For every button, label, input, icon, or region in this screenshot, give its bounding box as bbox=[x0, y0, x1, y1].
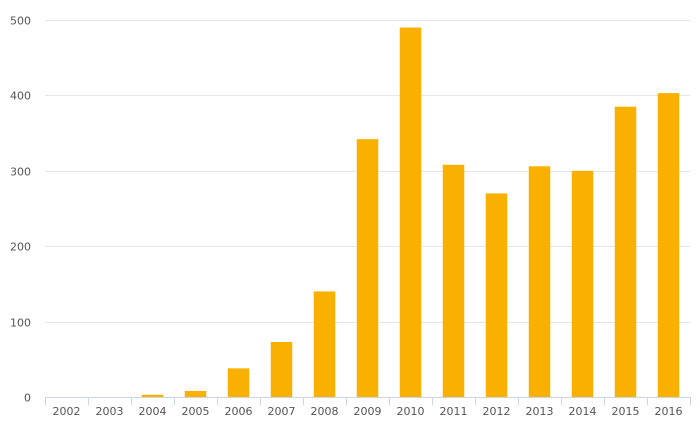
bar-2015[interactable] bbox=[614, 106, 637, 398]
y-axis-labels: 0 100 200 300 400 500 bbox=[10, 15, 31, 405]
x-tick-label: 2013 bbox=[526, 405, 554, 418]
bar-2005[interactable] bbox=[184, 390, 207, 397]
x-tick-label: 2016 bbox=[655, 405, 683, 418]
x-tick-label: 2009 bbox=[354, 405, 382, 418]
x-tick-label: 2002 bbox=[53, 405, 81, 418]
x-tick-label: 2005 bbox=[182, 405, 210, 418]
y-tick-label: 100 bbox=[10, 317, 31, 330]
x-tick-label: 2003 bbox=[96, 405, 124, 418]
bar-2016[interactable] bbox=[657, 93, 680, 397]
bar-2008[interactable] bbox=[313, 291, 336, 397]
bar-2007[interactable] bbox=[270, 341, 293, 397]
x-tick-label: 2010 bbox=[397, 405, 425, 418]
bar-2004[interactable] bbox=[141, 394, 164, 397]
bar-2006[interactable] bbox=[227, 368, 250, 397]
y-tick-label: 400 bbox=[10, 90, 31, 103]
x-axis-labels: 2002 2003 2004 2005 2006 2007 2008 2009 2010 2011… bbox=[53, 405, 683, 418]
x-tick-label: 2014 bbox=[569, 405, 597, 418]
y-tick-label: 0 bbox=[24, 392, 31, 405]
bar-2011[interactable] bbox=[442, 164, 465, 397]
x-tick-label: 2006 bbox=[225, 405, 253, 418]
bar-2010[interactable] bbox=[399, 27, 422, 397]
x-tick-label: 2007 bbox=[268, 405, 296, 418]
bar-2009[interactable] bbox=[356, 139, 379, 397]
x-axis bbox=[45, 397, 691, 405]
bar-2012[interactable] bbox=[485, 193, 508, 397]
y-tick-label: 500 bbox=[10, 15, 31, 28]
bar-series bbox=[141, 27, 680, 398]
x-tick-label: 2008 bbox=[311, 405, 339, 418]
x-tick-label: 2011 bbox=[440, 405, 468, 418]
bar-2014[interactable] bbox=[571, 170, 594, 397]
y-tick-label: 200 bbox=[10, 241, 31, 254]
y-tick-label: 300 bbox=[10, 166, 31, 179]
x-tick-label: 2015 bbox=[612, 405, 640, 418]
x-tick-label: 2004 bbox=[139, 405, 167, 418]
x-tick-label: 2012 bbox=[483, 405, 511, 418]
bar-2013[interactable] bbox=[528, 166, 551, 397]
